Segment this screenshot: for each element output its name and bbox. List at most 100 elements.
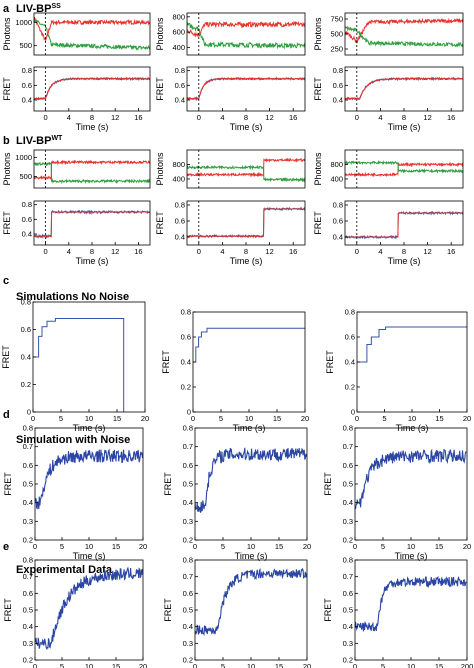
chart-a6: 0.4 0.6 0.8 0 4 8 12 16 FRET Time (s) [313, 66, 464, 132]
series-blue-line [33, 318, 125, 412]
series-blue-line [34, 76, 150, 101]
x-tick-label: 5 [221, 662, 225, 668]
x-tick-label: 5 [381, 542, 385, 551]
y-tick-label: 0.8 [22, 200, 32, 209]
y-tick-label: 0.3 [183, 517, 193, 526]
y-tick-label: 0.4 [183, 498, 193, 507]
chart-a5: 0.4 0.6 0.8 0 4 8 12 16 FRET Time (s) [155, 66, 306, 132]
y-tick-label: 0.8 [175, 201, 185, 210]
series-green-line [187, 22, 305, 50]
series-red-line [345, 17, 463, 44]
x-tick-label: 15 [273, 414, 281, 423]
y-tick-label: 0.6 [175, 81, 185, 90]
x-axis-label: Time (s) [230, 122, 263, 132]
x-tick-label: 16 [289, 247, 297, 256]
plot-frame [344, 149, 464, 189]
x-tick-label: 12 [265, 113, 273, 122]
x-axis-label: Time (s) [76, 122, 109, 132]
y-tick-label: 0.4 [23, 498, 33, 507]
x-tick-label: 5 [381, 662, 385, 668]
y-tick-label: 0 [351, 408, 355, 417]
chart-a3: 250 500 750 Photons [313, 12, 464, 56]
chart-a4: 0.4 0.6 0.8 0 4 8 12 16 FRET Time (s) [2, 66, 151, 132]
y-tick-label: 0.4 [22, 96, 32, 105]
y-tick-label: 0.6 [22, 81, 32, 90]
x-tick-label: 12 [423, 247, 431, 256]
x-tick-label: 200 [461, 662, 474, 668]
series-noise_blue-line [355, 448, 467, 510]
x-tick-label: 15 [435, 542, 443, 551]
x-tick-label: 16 [134, 113, 142, 122]
x-tick-label: 15 [435, 662, 443, 668]
plot-frame [186, 200, 306, 246]
y-tick-label: 0.6 [23, 589, 33, 598]
y-tick-label: 0 [187, 408, 191, 417]
x-axis-label: Time (s) [73, 551, 106, 561]
y-tick-label: 500 [19, 41, 32, 50]
series-red-line [345, 77, 463, 100]
x-tick-label: 8 [402, 247, 406, 256]
y-tick-label: 0.2 [183, 656, 193, 665]
x-tick-label: 12 [111, 113, 119, 122]
series-red-line [187, 20, 305, 38]
y-tick-label: 0.6 [175, 217, 185, 226]
plot-frame [186, 12, 306, 56]
y-tick-label: 0.6 [21, 325, 31, 334]
x-tick-label: 20 [141, 414, 149, 423]
plot-frame [33, 66, 151, 112]
x-tick-label: 15 [113, 414, 121, 423]
x-tick-label: 15 [275, 662, 283, 668]
x-tick-label: 0 [197, 247, 201, 256]
x-tick-label: 20 [463, 414, 471, 423]
y-tick-label: 500 [330, 30, 343, 39]
x-tick-label: 10 [407, 542, 415, 551]
y-tick-label: 800 [172, 160, 185, 169]
x-tick-label: 15 [112, 542, 120, 551]
x-tick-label: 0 [193, 662, 197, 668]
y-tick-label: 0.8 [343, 556, 353, 565]
y-tick-label: 0.4 [343, 498, 353, 507]
x-tick-label: 4 [220, 113, 224, 122]
series-green-line [187, 164, 305, 183]
y-axis-label: FRET [161, 350, 171, 374]
x-axis-label: Time (s) [76, 256, 109, 266]
y-tick-label: 0.5 [23, 480, 33, 489]
x-tick-label: 0 [353, 542, 357, 551]
y-tick-label: 0.2 [345, 383, 355, 392]
series-red-line [187, 208, 305, 237]
section-title-c: Simulations No Noise [16, 291, 129, 303]
y-tick-label: 0.8 [343, 424, 353, 433]
y-axis-label: Photons [155, 152, 165, 186]
x-tick-label: 16 [134, 247, 142, 256]
x-tick-label: 0 [197, 113, 201, 122]
x-tick-label: 10 [408, 414, 416, 423]
section-title-e: Experimental Data [16, 564, 113, 576]
y-tick-label: 0.8 [23, 556, 33, 565]
y-axis-label: FRET [155, 211, 165, 235]
chart-b3: 400 800 Photons [313, 149, 464, 189]
x-tick-label: 4 [67, 247, 71, 256]
plot-frame [194, 427, 308, 541]
y-tick-label: 0.7 [23, 442, 33, 451]
plot-frame [33, 12, 151, 56]
x-tick-label: 0 [191, 414, 195, 423]
series-green-line [345, 159, 463, 174]
panel-label-d: d [3, 409, 10, 421]
x-axis-label: Time (s) [395, 551, 428, 561]
y-tick-label: 0.2 [21, 380, 31, 389]
y-tick-label: 0.4 [333, 96, 343, 105]
y-axis-label: FRET [155, 77, 165, 101]
y-tick-label: 0.8 [22, 66, 32, 75]
x-tick-label: 16 [447, 113, 455, 122]
y-tick-label: 250 [330, 45, 343, 54]
y-tick-label: 0.5 [343, 480, 353, 489]
y-tick-label: 800 [172, 12, 185, 21]
section-title-b-main: LIV-BP [16, 135, 51, 147]
x-tick-label: 10 [245, 414, 253, 423]
y-tick-label: 0.8 [333, 201, 343, 210]
